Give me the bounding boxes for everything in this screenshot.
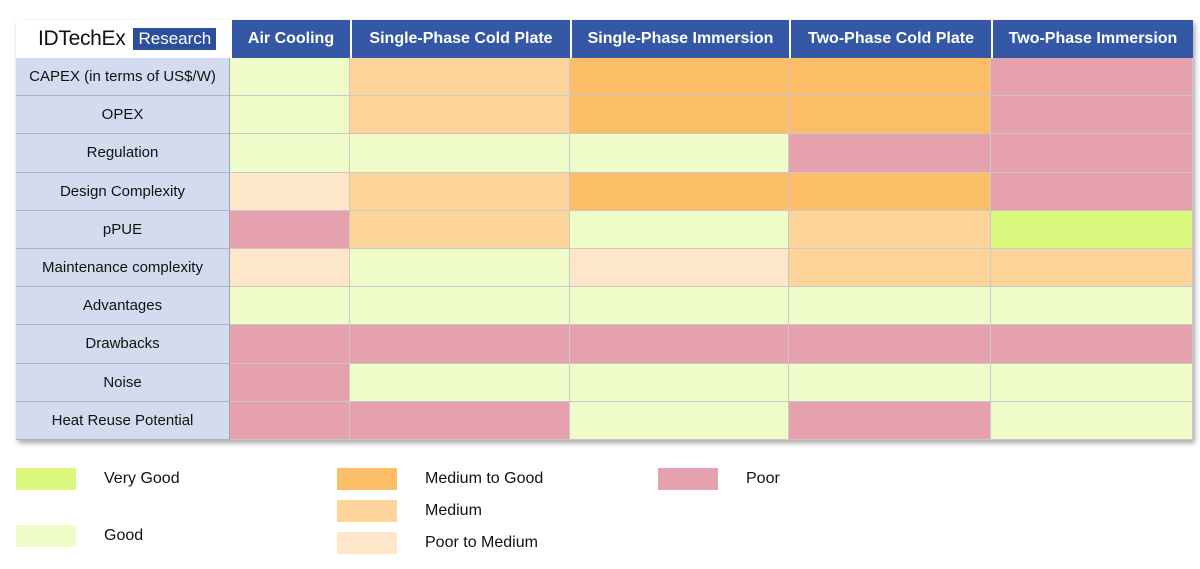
- rating-cell: [230, 96, 350, 135]
- rating-cell: [350, 249, 570, 288]
- rating-cell: [350, 325, 570, 364]
- row-label: Maintenance complexity: [16, 249, 230, 288]
- legend-swatch: [16, 468, 76, 490]
- rating-cell: [350, 58, 570, 97]
- rating-cell: [991, 134, 1193, 173]
- rating-cell: [350, 172, 570, 211]
- row-label: Regulation: [16, 134, 230, 173]
- legend-swatch: [337, 468, 397, 490]
- legend-label: Medium to Good: [425, 470, 544, 487]
- row-label: pPUE: [16, 210, 230, 249]
- legend-label: Poor: [746, 470, 780, 487]
- row-label: Noise: [16, 363, 230, 402]
- rating-cell: [991, 249, 1193, 288]
- rating-cell: [991, 325, 1193, 364]
- legend-swatch: [337, 532, 397, 554]
- row-label: CAPEX (in terms of US$/W): [16, 58, 230, 97]
- rating-cell: [570, 134, 789, 173]
- rating-cell: [789, 287, 991, 326]
- rating-cell: [991, 58, 1193, 97]
- rating-cell: [230, 58, 350, 97]
- row-label: Advantages: [16, 287, 230, 326]
- rating-cell: [570, 96, 789, 135]
- rating-cell: [350, 134, 570, 173]
- legend-label: Good: [104, 527, 144, 544]
- brand-tag: Research: [133, 28, 217, 50]
- rating-cell: [230, 363, 350, 402]
- rating-cell: [350, 287, 570, 326]
- rating-cell: [350, 210, 570, 249]
- legend-label: Poor to Medium: [425, 534, 538, 551]
- column-header: Two-Phase Cold Plate: [789, 20, 991, 58]
- rating-cell: [789, 401, 991, 440]
- rating-cell: [230, 134, 350, 173]
- rating-cell: [789, 249, 991, 288]
- comparison-table: Air Cooling Single-Phase Cold Plate Single…: [16, 20, 1193, 440]
- rating-cell: [570, 325, 789, 364]
- legend-swatch: [658, 468, 718, 490]
- rating-cell: [991, 363, 1193, 402]
- rating-cell: [230, 249, 350, 288]
- row-label: Heat Reuse Potential: [16, 401, 230, 440]
- row-label: Design Complexity: [16, 172, 230, 211]
- rating-cell: [789, 134, 991, 173]
- column-header: Single-Phase Cold Plate: [350, 20, 570, 58]
- rating-cell: [230, 210, 350, 249]
- rating-cell: [570, 287, 789, 326]
- column-header: Two-Phase Immersion: [991, 20, 1193, 58]
- brand: IDTechEx Research: [38, 27, 217, 51]
- rating-cell: [570, 172, 789, 211]
- brand-name: IDTechEx: [38, 27, 126, 50]
- rating-cell: [789, 96, 991, 135]
- legend-label: Medium: [425, 502, 482, 519]
- rating-cell: [350, 401, 570, 440]
- rating-cell: [350, 96, 570, 135]
- rating-cell: [230, 325, 350, 364]
- rating-cell: [789, 325, 991, 364]
- rating-cell: [230, 287, 350, 326]
- column-header: Single-Phase Immersion: [570, 20, 789, 58]
- rating-cell: [570, 210, 789, 249]
- rating-cell: [350, 363, 570, 402]
- rating-cell: [991, 401, 1193, 440]
- rating-cell: [789, 58, 991, 97]
- rating-cell: [570, 58, 789, 97]
- rating-cell: [991, 210, 1193, 249]
- row-label: OPEX: [16, 96, 230, 135]
- rating-cell: [570, 401, 789, 440]
- rating-cell: [991, 172, 1193, 211]
- rating-cell: [570, 249, 789, 288]
- rating-cell: [789, 210, 991, 249]
- rating-cell: [570, 363, 789, 402]
- legend-label: Very Good: [104, 470, 180, 487]
- rating-cell: [991, 287, 1193, 326]
- rating-cell: [991, 96, 1193, 135]
- legend-swatch: [16, 525, 76, 547]
- column-header: Air Cooling: [230, 20, 350, 58]
- rating-cell: [789, 363, 991, 402]
- rating-cell: [230, 172, 350, 211]
- row-label: Drawbacks: [16, 325, 230, 364]
- legend-swatch: [337, 500, 397, 522]
- rating-cell: [230, 401, 350, 440]
- rating-cell: [789, 172, 991, 211]
